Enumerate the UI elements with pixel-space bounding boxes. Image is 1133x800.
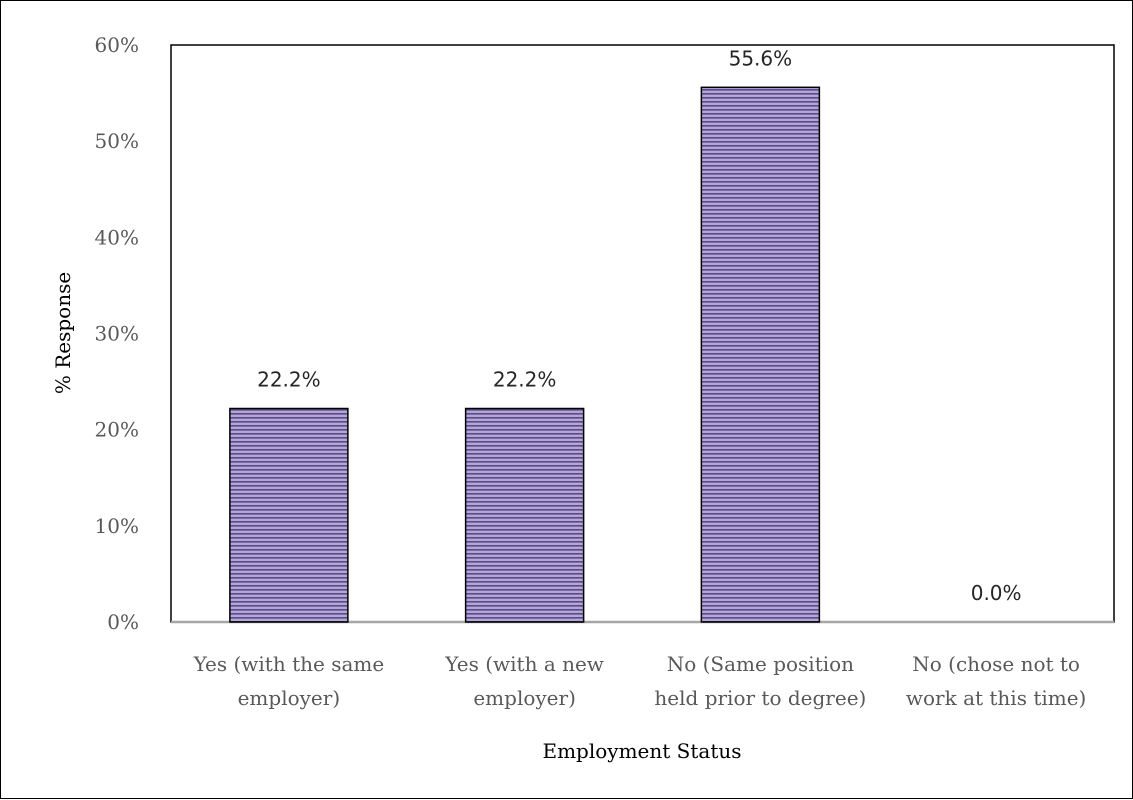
y-tick-label: 30% <box>95 322 139 346</box>
bar <box>229 407 349 623</box>
x-category-label: Yes (with a new <box>444 652 604 676</box>
bar <box>700 86 821 623</box>
x-category-label: No (Same position <box>667 652 854 676</box>
x-category-label: employer) <box>238 686 341 710</box>
data-label: 22.2% <box>493 368 557 392</box>
x-axis-title: Employment Status <box>542 739 741 763</box>
data-label: 55.6% <box>729 46 793 70</box>
x-category-label: held prior to degree) <box>654 686 866 710</box>
y-tick-label: 50% <box>95 129 139 153</box>
x-category-label: Yes (with the same <box>193 652 385 676</box>
y-tick-label: 20% <box>95 418 139 442</box>
data-label: 0.0% <box>971 581 1022 605</box>
y-tick-label: 40% <box>95 225 139 249</box>
y-tick-label: 60% <box>95 33 139 57</box>
y-tick-label: 0% <box>107 610 139 634</box>
y-axis-title: % Response <box>51 272 75 394</box>
y-tick-label: 10% <box>95 514 139 538</box>
x-category-label: No (chose not to <box>912 652 1080 676</box>
bar <box>464 407 585 623</box>
x-category-label: work at this time) <box>906 686 1087 710</box>
x-category-label: employer) <box>473 686 576 710</box>
data-label: 22.2% <box>257 368 321 392</box>
